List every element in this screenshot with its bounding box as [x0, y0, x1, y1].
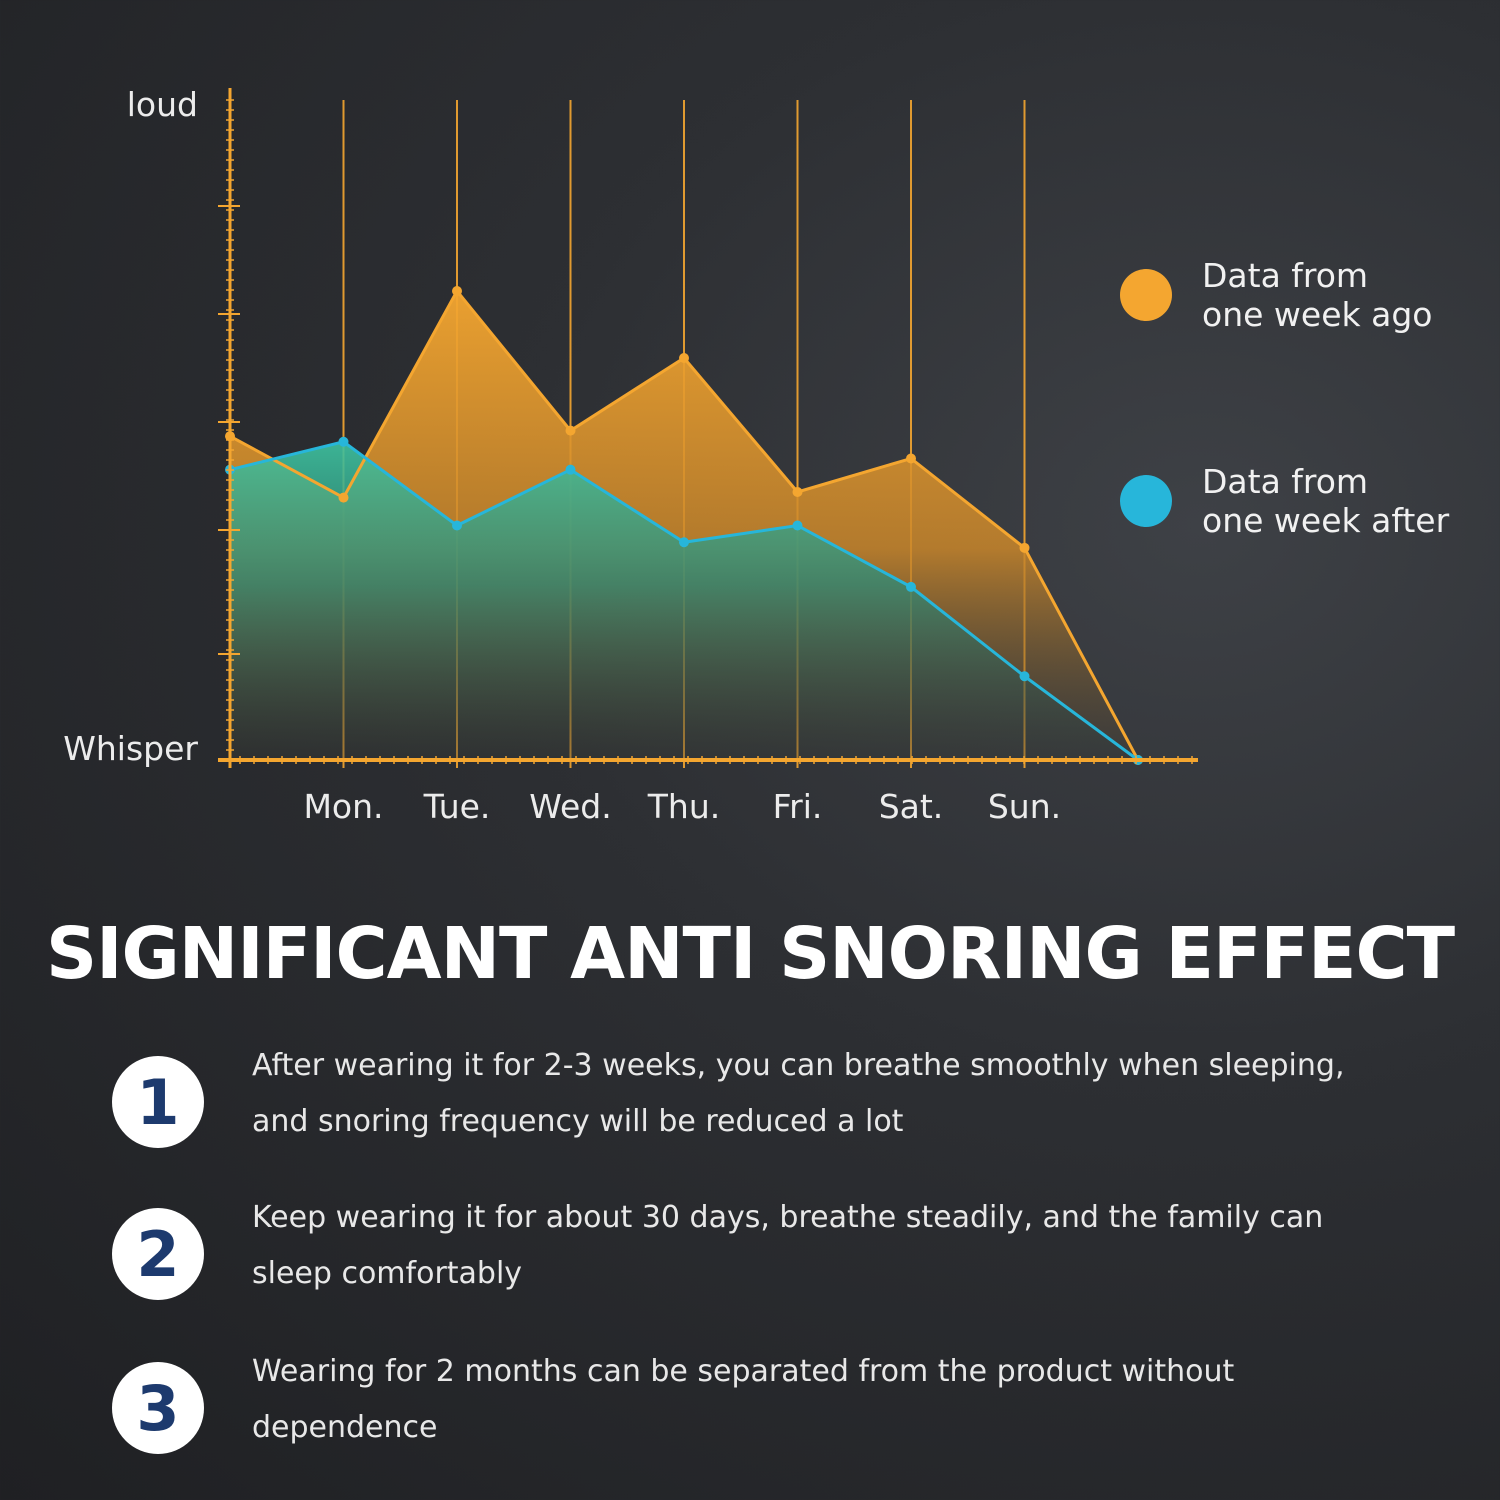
- x-tick-labels: Mon. Tue. Wed. Thu. Fri. Sat. Sun.: [303, 787, 1061, 826]
- legend-label-line2: one week ago: [1202, 295, 1433, 334]
- step-number-badge: 2: [112, 1208, 204, 1300]
- x-tick-label: Sat.: [879, 787, 944, 826]
- x-tick-label: Thu.: [647, 787, 720, 826]
- point-one-week-ago: [1019, 542, 1030, 553]
- legend-item-week-ago: Data from one week ago: [1120, 256, 1500, 334]
- x-tick-label: Wed.: [529, 787, 611, 826]
- legend-label-line2: one week after: [1202, 501, 1450, 540]
- point-one-week-ago: [906, 453, 916, 464]
- point-one-week-ago: [679, 353, 689, 363]
- step-number-badge: 3: [112, 1362, 204, 1454]
- point-one-week-ago: [792, 487, 803, 497]
- x-tick-label: Mon.: [303, 787, 383, 826]
- y-axis-bottom-label: Whisper: [63, 729, 198, 768]
- step-number-badge: 1: [112, 1056, 204, 1148]
- snoring-chart: Mon. Tue. Wed. Thu. Fri. Sat. Sun. loud Whispe…: [63, 85, 1198, 826]
- step-description: After wearing it for 2-3 weeks, you can …: [252, 1048, 1345, 1139]
- x-tick-label: Tue.: [423, 787, 491, 826]
- point-one-week-after: [338, 436, 349, 447]
- x-tick-label: Sun.: [988, 787, 1061, 826]
- area-one-week-after: [230, 441, 1138, 760]
- point-one-week-after: [906, 581, 916, 592]
- data-points: [225, 286, 1143, 765]
- legend-label-line1: Data from: [1202, 462, 1369, 501]
- legend-item-week-after: Data from one week after: [1120, 462, 1500, 540]
- y-axis-top-label: loud: [127, 85, 198, 124]
- legend-dot-orange: [1120, 269, 1172, 321]
- point-one-week-ago: [565, 425, 576, 436]
- point-one-week-ago: [452, 286, 462, 296]
- point-one-week-ago: [338, 492, 349, 503]
- headline: SIGNIFICANT ANTI SNORING EFFECT: [45, 912, 1455, 995]
- step-description: Keep wearing it for about 30 days, breat…: [252, 1200, 1324, 1291]
- x-tick-label: Fri.: [773, 787, 823, 826]
- point-one-week-after: [792, 520, 803, 531]
- point-one-week-after: [679, 537, 689, 548]
- point-one-week-after: [565, 464, 576, 475]
- point-one-week-after: [452, 520, 462, 531]
- legend-dot-blue: [1120, 475, 1172, 527]
- legend-label-line1: Data from: [1202, 256, 1369, 295]
- step-description: Wearing for 2 months can be separated fr…: [252, 1354, 1235, 1445]
- axis-ticks: [218, 99, 1193, 764]
- point-one-week-after: [1019, 671, 1030, 682]
